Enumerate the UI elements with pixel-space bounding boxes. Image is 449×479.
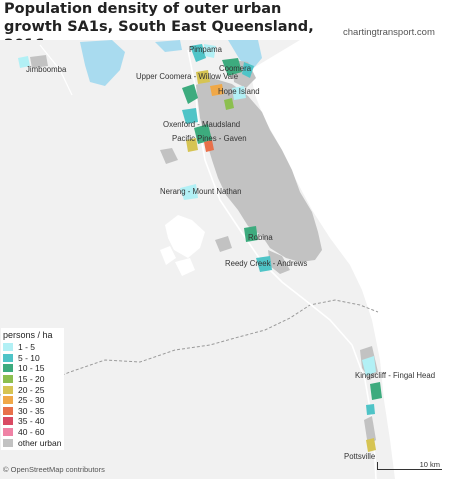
- area-pottsville: [366, 438, 376, 452]
- area-pacific-pines: [194, 124, 212, 144]
- legend-swatch: [3, 396, 13, 405]
- legend-swatch: [3, 364, 13, 373]
- scale-tick: [377, 462, 378, 470]
- legend-swatch: [3, 353, 13, 362]
- area-oxenford: [182, 108, 198, 124]
- area-coomera: [222, 58, 242, 76]
- bay-water: [80, 40, 125, 86]
- legend-swatch: [3, 417, 13, 426]
- label-oxenford: Oxenford - Maudsland: [163, 120, 240, 129]
- scale-bar: 10 km: [377, 460, 442, 470]
- label-jimboomba: Jimboomba: [26, 65, 67, 74]
- label-pacific-pines: Pacific Pines - Gaven: [172, 134, 247, 143]
- legend-item: 1 - 5: [3, 342, 61, 353]
- legend-item: 35 - 40: [3, 416, 61, 427]
- map-canvas[interactable]: Jimboomba Pimpama Coomera Upper Coomera …: [0, 40, 449, 479]
- label-reedy-creek: Reedy Creek - Andrews: [225, 259, 307, 268]
- source-credit: chartingtransport.com: [343, 27, 435, 38]
- legend-item: 10 - 15: [3, 363, 61, 374]
- label-pottsville: Pottsville: [344, 452, 375, 461]
- legend-item: 30 - 35: [3, 406, 61, 417]
- legend-title: persons / ha: [3, 330, 53, 340]
- gold-coast-urban: [196, 78, 322, 262]
- label-coomera: Coomera: [219, 64, 252, 73]
- inlet-water: [228, 40, 262, 70]
- area-upper-coomera: [182, 84, 198, 104]
- legend-item: 20 - 25: [3, 384, 61, 395]
- osm-attribution[interactable]: © OpenStreetMap contributors: [3, 465, 105, 474]
- area-reedy-creek: [256, 256, 272, 272]
- label-kingscliff: Kingscliff - Fingal Head: [355, 371, 435, 380]
- label-nerang: Nerang - Mount Nathan: [160, 187, 241, 196]
- hinze-dam: [165, 215, 205, 258]
- legend-item: 25 - 30: [3, 395, 61, 406]
- scale-line: [377, 469, 442, 470]
- legend-swatch: [3, 406, 13, 415]
- state-border: [0, 299, 379, 396]
- legend-swatch: [3, 428, 13, 437]
- area-pimpama: [190, 44, 206, 62]
- area-nerang: [180, 184, 198, 200]
- legend-swatch: [3, 385, 13, 394]
- scale-label: 10 km: [419, 460, 440, 469]
- legend-swatch: [3, 343, 13, 352]
- legend-item: 5 - 10: [3, 353, 61, 364]
- area-hope-island: [232, 86, 246, 100]
- legend-item: 40 - 60: [3, 427, 61, 438]
- label-hope-island: Hope Island: [218, 87, 260, 96]
- label-robina: Robina: [248, 233, 273, 242]
- legend-swatch: [3, 438, 13, 447]
- label-upper-coomera: Upper Coomera - Willow Vale: [136, 72, 238, 81]
- legend-item: 15 - 20: [3, 374, 61, 385]
- legend: persons / ha 1 - 5 5 - 10 10 - 15 15 - 2…: [1, 328, 65, 450]
- label-pimpama: Pimpama: [189, 45, 223, 54]
- area-robina: [244, 226, 258, 242]
- legend-swatch: [3, 375, 13, 384]
- area-kingscliff: [362, 356, 376, 376]
- ocean: [250, 40, 449, 479]
- legend-item: other urban: [3, 437, 61, 448]
